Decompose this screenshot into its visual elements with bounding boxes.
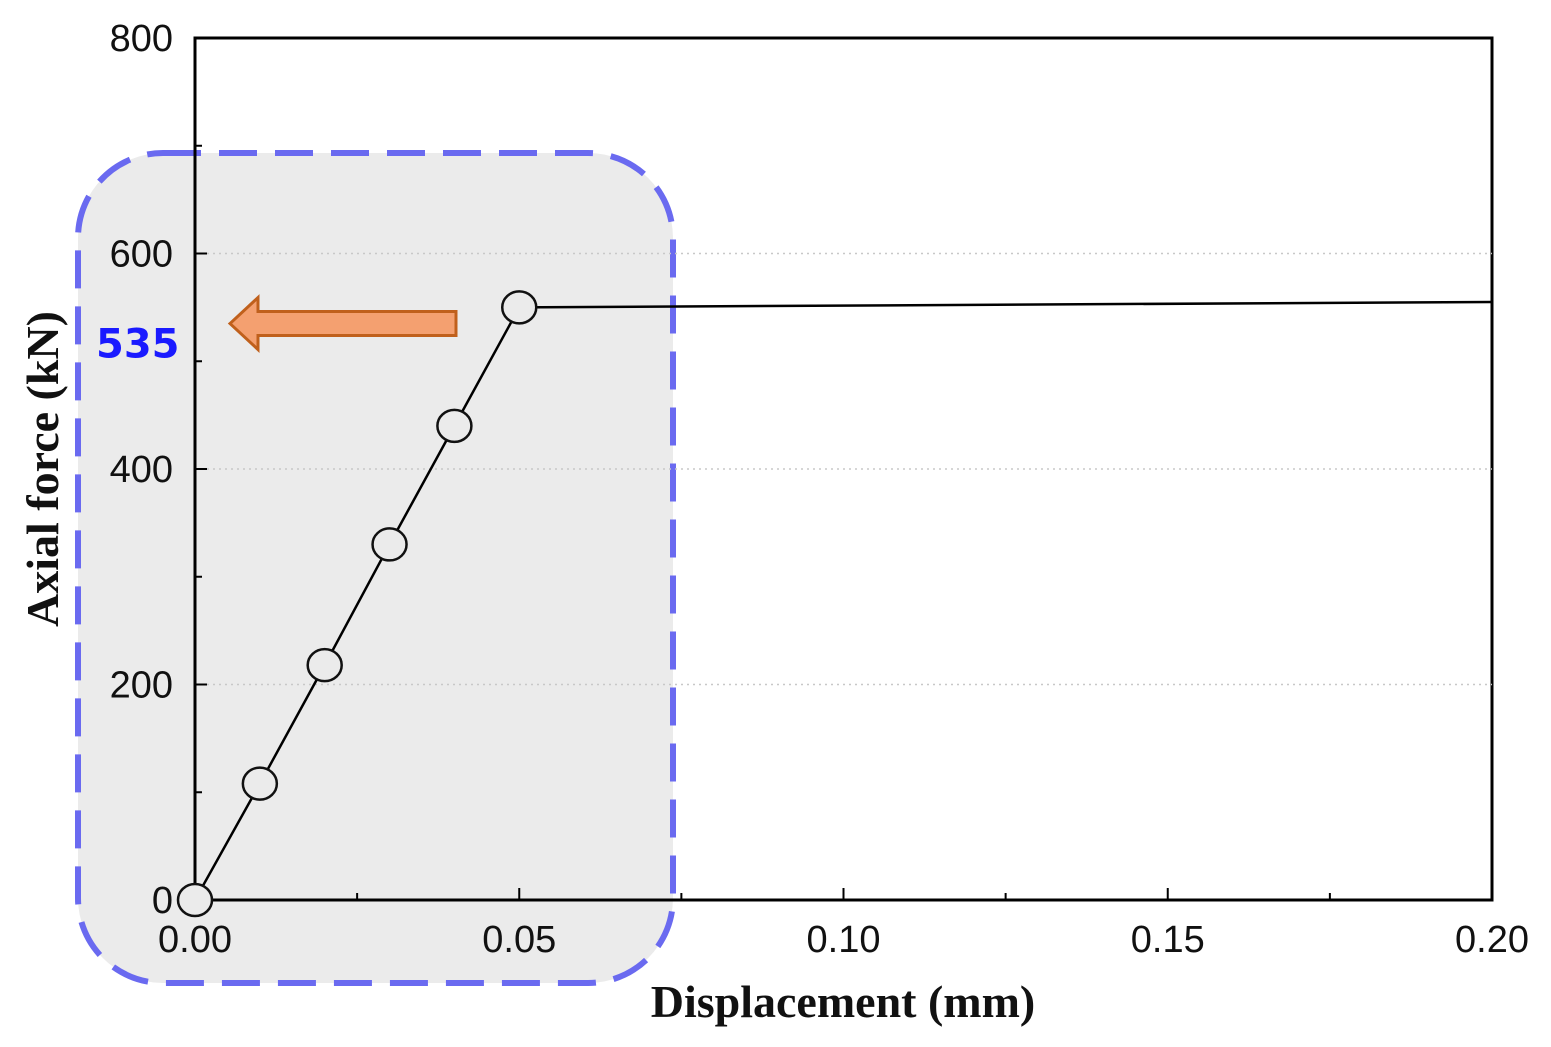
- data-point: [436, 408, 473, 444]
- series-lines: [193, 300, 1493, 901]
- y-tick-label-200: 200: [110, 665, 173, 707]
- series-markers: [176, 290, 538, 918]
- x-tick-label-0.15: 0.15: [1131, 919, 1205, 961]
- y-tick-label-0: 0: [152, 880, 173, 922]
- data-point: [306, 647, 343, 683]
- axis-ticks: [194, 37, 1493, 901]
- data-point: [176, 882, 214, 918]
- data-point: [371, 527, 408, 562]
- x-tick-label-0.00: 0.00: [158, 919, 232, 961]
- y-axis-title: Axial force (kN): [17, 311, 68, 627]
- grid-lines: [195, 252, 1492, 686]
- x-tick-label-0.10: 0.10: [807, 919, 881, 961]
- annotation-535-label: 535: [96, 322, 180, 368]
- y-tick-label-600: 600: [110, 234, 173, 276]
- series-line-0: [193, 306, 521, 901]
- data-point: [501, 290, 538, 325]
- x-axis-title: Displacement (mm): [651, 976, 1036, 1027]
- data-point: [241, 766, 279, 801]
- y-tick-label-400: 400: [110, 449, 173, 491]
- y-tick-label-800: 800: [110, 18, 173, 60]
- series-line-1: [519, 300, 1493, 309]
- arrow-left-icon: [227, 294, 458, 353]
- x-tick-label-0.05: 0.05: [482, 919, 556, 961]
- x-tick-label-0.20: 0.20: [1455, 919, 1529, 961]
